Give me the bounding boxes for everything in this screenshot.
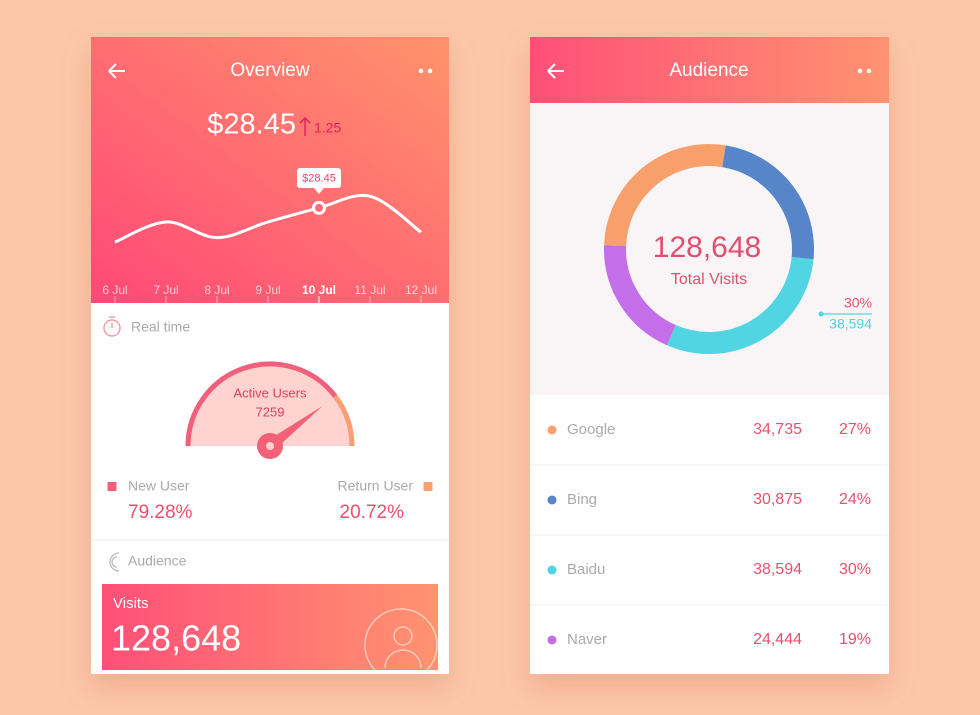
row-name: Google <box>567 421 615 438</box>
legend-swatch <box>423 482 433 491</box>
row-count: 24,444 <box>753 631 802 648</box>
screen-title: Audience <box>669 60 748 81</box>
tooltip-label: $28.45 <box>302 172 336 184</box>
audience-icon <box>109 552 120 572</box>
row-dot <box>547 495 557 505</box>
donut-total-label: Total Visits <box>671 271 747 288</box>
row-percent: 19% <box>839 631 871 648</box>
legend-label: Return User <box>338 478 414 494</box>
row-percent: 30% <box>839 561 871 578</box>
x-tick-label: 12 Jul <box>405 283 437 297</box>
x-tick-label: 11 Jul <box>354 283 385 297</box>
row-name: Naver <box>567 631 607 648</box>
row-count: 34,735 <box>753 421 802 438</box>
callout-percent: 30% <box>844 295 872 311</box>
up-arrow <box>299 116 311 136</box>
gauge-face <box>188 364 352 446</box>
donut-total: 128,648 <box>653 231 761 264</box>
visits-card[interactable] <box>102 584 438 670</box>
more-button[interactable] <box>418 68 433 74</box>
donut-segment <box>604 144 726 247</box>
person-icon <box>364 608 438 670</box>
legend-label: New User <box>128 478 190 494</box>
x-tick-label: 9 Jul <box>255 283 280 297</box>
callout-count: 38,594 <box>829 316 872 332</box>
row-name: Baidu <box>567 561 605 578</box>
section-title: Real time <box>131 319 190 335</box>
price-change: 1.25 <box>314 120 341 136</box>
tooltip-pointer <box>314 188 324 194</box>
legend-value: 20.72% <box>340 502 405 523</box>
point-marker <box>312 200 326 215</box>
donut-segment <box>721 145 814 260</box>
gauge-segment <box>333 394 355 447</box>
overview-header <box>91 37 449 303</box>
gauge-hub-center <box>266 442 274 450</box>
gauge-value: 7259 <box>256 404 285 419</box>
row-dot <box>547 425 557 435</box>
back-button[interactable] <box>108 63 125 79</box>
row-percent: 24% <box>839 491 871 508</box>
callout-dot <box>818 311 824 317</box>
back-button[interactable] <box>547 63 564 79</box>
legend-swatch <box>107 482 117 491</box>
audience-header <box>530 37 889 103</box>
gauge-label: Active Users <box>234 385 307 400</box>
x-tick-label: 7 Jul <box>153 283 178 297</box>
x-tick-label: 6 Jul <box>102 283 127 297</box>
x-tick-label: 10 Jul <box>302 283 336 297</box>
gauge-segment <box>185 361 338 447</box>
donut-segment <box>604 245 677 346</box>
price-line <box>114 193 422 244</box>
row-dot <box>547 565 557 575</box>
row-count: 30,875 <box>753 491 802 508</box>
card-value: 128,648 <box>111 618 241 659</box>
row-count: 38,594 <box>753 561 802 578</box>
donut-segment <box>666 256 814 354</box>
more-button[interactable] <box>857 68 872 74</box>
tooltip <box>297 168 341 188</box>
stopwatch-icon <box>103 316 121 337</box>
x-tick-label: 8 Jul <box>204 283 229 297</box>
screen-title: Overview <box>230 60 309 81</box>
section-title: Audience <box>128 553 187 569</box>
row-percent: 27% <box>839 421 871 438</box>
row-dot <box>547 635 557 645</box>
price: $28.45 <box>207 109 296 141</box>
row-name: Bing <box>567 491 597 508</box>
legend-value: 79.28% <box>128 502 193 523</box>
card-label: Visits <box>113 595 149 612</box>
